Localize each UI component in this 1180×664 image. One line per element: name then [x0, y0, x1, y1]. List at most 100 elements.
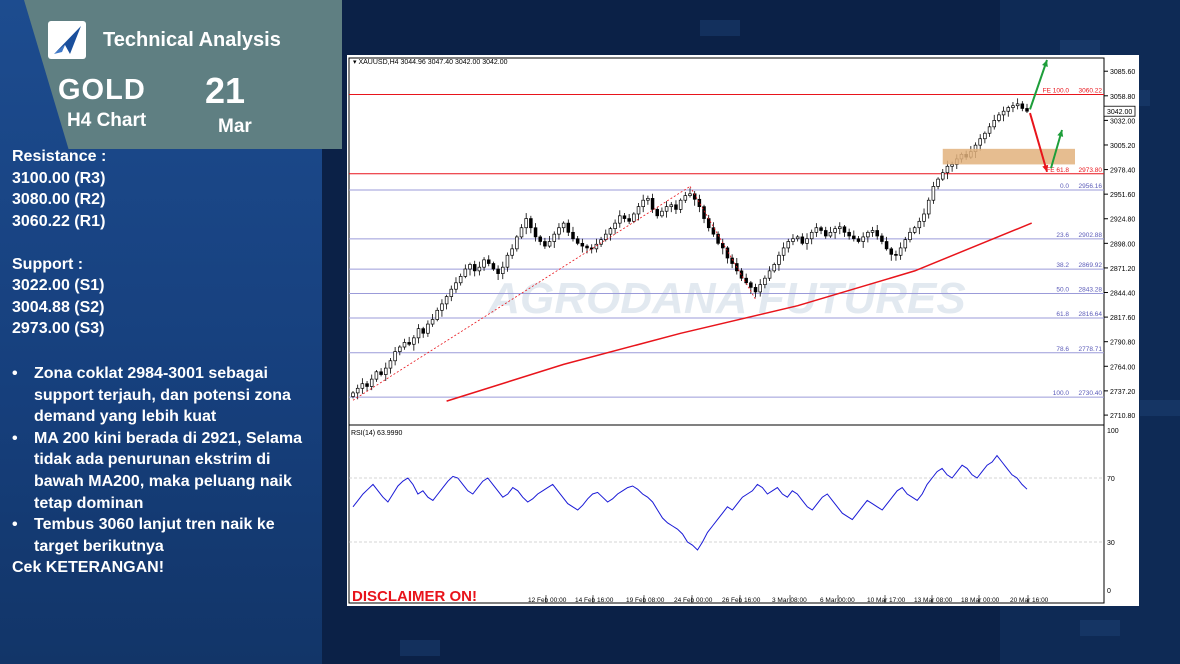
candle-body [589, 247, 594, 250]
background-block [1060, 40, 1100, 56]
candle-body [519, 227, 524, 238]
candle-body [636, 206, 641, 215]
y-tick-label: 3058.80 [1110, 94, 1135, 101]
arrow-up-short-icon [1050, 129, 1064, 169]
fib-level-label: 61.8 [1056, 311, 1069, 318]
candle-body [702, 206, 706, 219]
candle-body [997, 114, 1001, 121]
fib-trend-line [689, 186, 756, 300]
resistance-value: 2973.80 [1079, 167, 1103, 174]
candle-body [416, 328, 421, 339]
resistance-heading: Resistance : [12, 148, 107, 165]
chart-frame: AGRODANA FUTURES 3085.60 3058.80 3032.00 300… [347, 55, 1139, 606]
candle-body [931, 186, 936, 201]
candle-body [669, 204, 674, 207]
candle-body [870, 230, 875, 233]
candle-body [655, 209, 659, 217]
resistance-r2: 3080.00 (R2) [12, 191, 106, 208]
candle-body [800, 236, 805, 244]
candle-body [384, 367, 388, 375]
y-tick-label: 2898.00 [1110, 241, 1135, 248]
candle-body [435, 309, 440, 320]
candle-body [1025, 108, 1029, 112]
price-chart: AGRODANA FUTURES3085.603058.803032.00300… [347, 55, 1139, 606]
rsi-label: RSI(14) 63.9990 [351, 430, 402, 437]
fib-level-value: 2902.88 [1079, 232, 1103, 239]
candle-body [388, 360, 393, 369]
candle-body [594, 243, 599, 250]
candle-body [730, 257, 734, 264]
y-tick-label: 2737.20 [1110, 389, 1135, 396]
candle-body [683, 195, 688, 201]
candle-body [365, 383, 369, 387]
candle-body [823, 230, 828, 237]
y-tick-label: 3005.20 [1110, 143, 1135, 150]
rsi-tick-label: 70 [1107, 476, 1115, 483]
y-tick-label: 2924.80 [1110, 217, 1135, 224]
candle-body [786, 241, 791, 249]
candle-body [739, 270, 744, 279]
note-item: • MA 200 kini berada di 2921, Selama tid… [12, 428, 317, 514]
candle-body [613, 222, 617, 230]
y-tick-label: 2764.00 [1110, 364, 1135, 371]
candle-body [978, 138, 982, 146]
x-tick-label: 3 Mar 08:00 [772, 597, 807, 604]
arrow-head [1042, 60, 1048, 67]
candle-body [510, 248, 514, 256]
candle-body [809, 231, 814, 240]
fib-level-label: 78.6 [1056, 346, 1069, 353]
candle-body [664, 206, 669, 212]
candle-body [641, 199, 645, 207]
candle-body [646, 198, 650, 201]
candle-body [819, 227, 823, 231]
candle-body [374, 371, 379, 380]
candle-body [355, 387, 360, 394]
ma200-line [446, 222, 1032, 402]
candle-body [557, 227, 561, 235]
candle-body [697, 198, 702, 207]
candle-body [407, 342, 411, 345]
fib-level-value: 2869.92 [1079, 262, 1103, 269]
candle-body [767, 270, 772, 279]
bullet-icon: • [12, 429, 18, 447]
candle-body [566, 222, 571, 233]
x-tick-label: 14 Feb 16:00 [575, 597, 614, 604]
candle-body [791, 238, 795, 242]
brand-logo [48, 21, 86, 59]
candle-body [515, 236, 519, 250]
candle-body [716, 233, 720, 244]
candle-body [477, 266, 482, 272]
x-tick-label: 12 Feb 00:00 [528, 597, 567, 604]
fib-level-value: 2956.16 [1079, 183, 1103, 190]
candle-body [585, 245, 589, 249]
levels-list: Resistance : 3100.00 (R3) 3080.00 (R2) 3… [12, 146, 106, 340]
bullet-icon: • [12, 365, 18, 382]
candle-body [575, 238, 580, 244]
background-block [1140, 400, 1180, 416]
candle-body [1006, 107, 1011, 112]
candle-body [884, 241, 889, 250]
candle-body [889, 248, 894, 255]
arrow-shaft [1050, 129, 1063, 169]
header-title: Technical Analysis [103, 29, 281, 51]
fib-level-label: 0.0 [1060, 183, 1069, 190]
candle-body [393, 351, 397, 362]
symbol-label: GOLD [58, 74, 146, 106]
candle-body [491, 263, 496, 270]
y-tick-label: 2871.20 [1110, 266, 1135, 273]
fib-level-label: 38.2 [1056, 262, 1069, 269]
candle-body [987, 126, 992, 134]
candle-body [561, 222, 566, 229]
candle-body [412, 337, 416, 345]
candle-body [781, 247, 786, 256]
candle-body [426, 323, 430, 334]
candle-body [603, 233, 608, 241]
candle-body [814, 227, 819, 233]
note-text: Tembus 3060 lanjut tren naik ke target b… [34, 516, 275, 555]
fib-trend-line [352, 186, 691, 401]
levels-spacer [12, 232, 106, 254]
candle-body [838, 226, 842, 230]
resistance-label: FE 61.8 [1046, 167, 1069, 174]
note-item: • Tembus 3060 lanjut tren naik ke target… [12, 514, 317, 557]
chart-background [347, 55, 1139, 606]
